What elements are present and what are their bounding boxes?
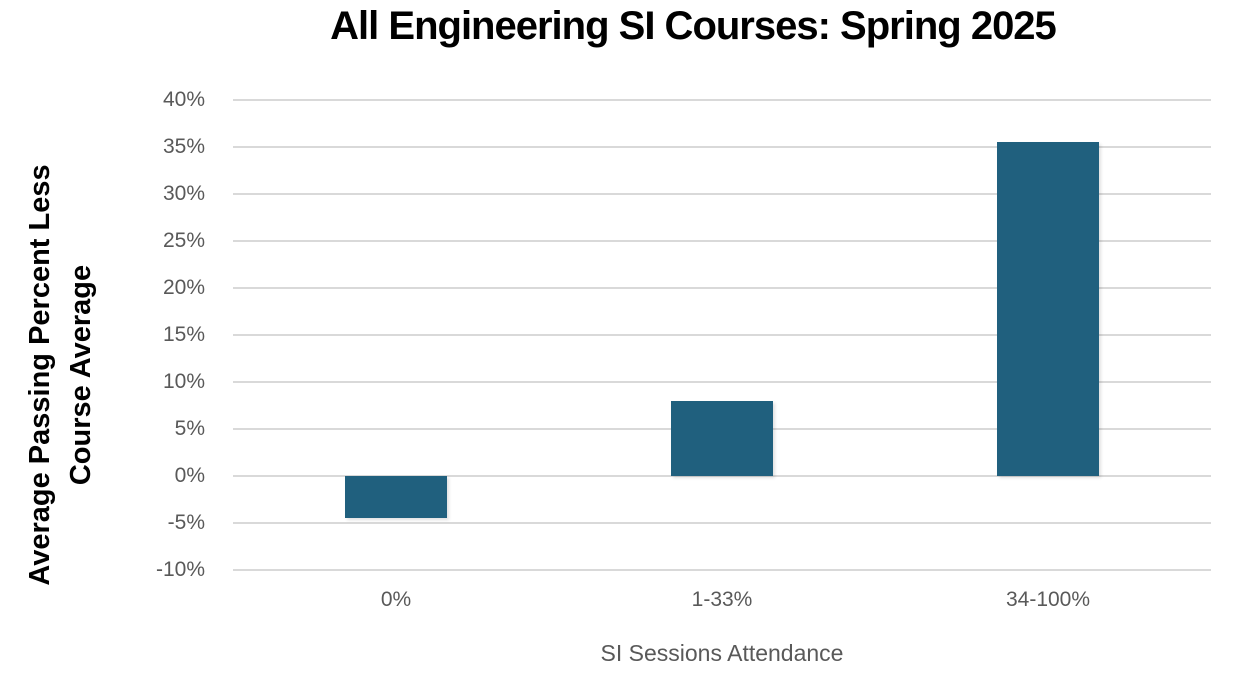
gridline	[233, 99, 1211, 101]
x-tick-label: 1-33%	[691, 588, 753, 611]
y-tick-label: -5%	[167, 511, 205, 534]
y-tick-label: 10%	[162, 370, 205, 393]
gridline	[233, 287, 1211, 289]
y-tick-label: 25%	[162, 229, 205, 252]
y-tick-label: 30%	[162, 182, 205, 205]
y-tick-label: 35%	[162, 135, 205, 158]
y-tick-label: 0%	[174, 464, 205, 487]
y-tick-label: 40%	[162, 88, 205, 111]
bar-34-100%	[997, 142, 1099, 476]
gridline	[233, 334, 1211, 336]
y-tick-label: 5%	[174, 417, 205, 440]
gridline	[233, 522, 1211, 524]
chart-title: All Engineering SI Courses: Spring 2025	[330, 4, 1057, 48]
gridline	[233, 193, 1211, 195]
gridline	[233, 146, 1211, 148]
gridline	[233, 475, 1211, 477]
gridline	[233, 381, 1211, 383]
gridline	[233, 240, 1211, 242]
plot-area	[233, 99, 1211, 571]
y-tick-label: -10%	[155, 558, 205, 581]
x-axis-title: SI Sessions Attendance	[600, 640, 844, 666]
x-tick-label: 34-100%	[1005, 588, 1091, 611]
y-tick-label: 15%	[162, 323, 205, 346]
bar-1-33%	[671, 400, 773, 476]
y-tick-label: 20%	[162, 276, 205, 299]
gridline	[233, 569, 1211, 571]
bar-0%	[345, 476, 447, 519]
x-tick-label: 0%	[380, 588, 412, 611]
